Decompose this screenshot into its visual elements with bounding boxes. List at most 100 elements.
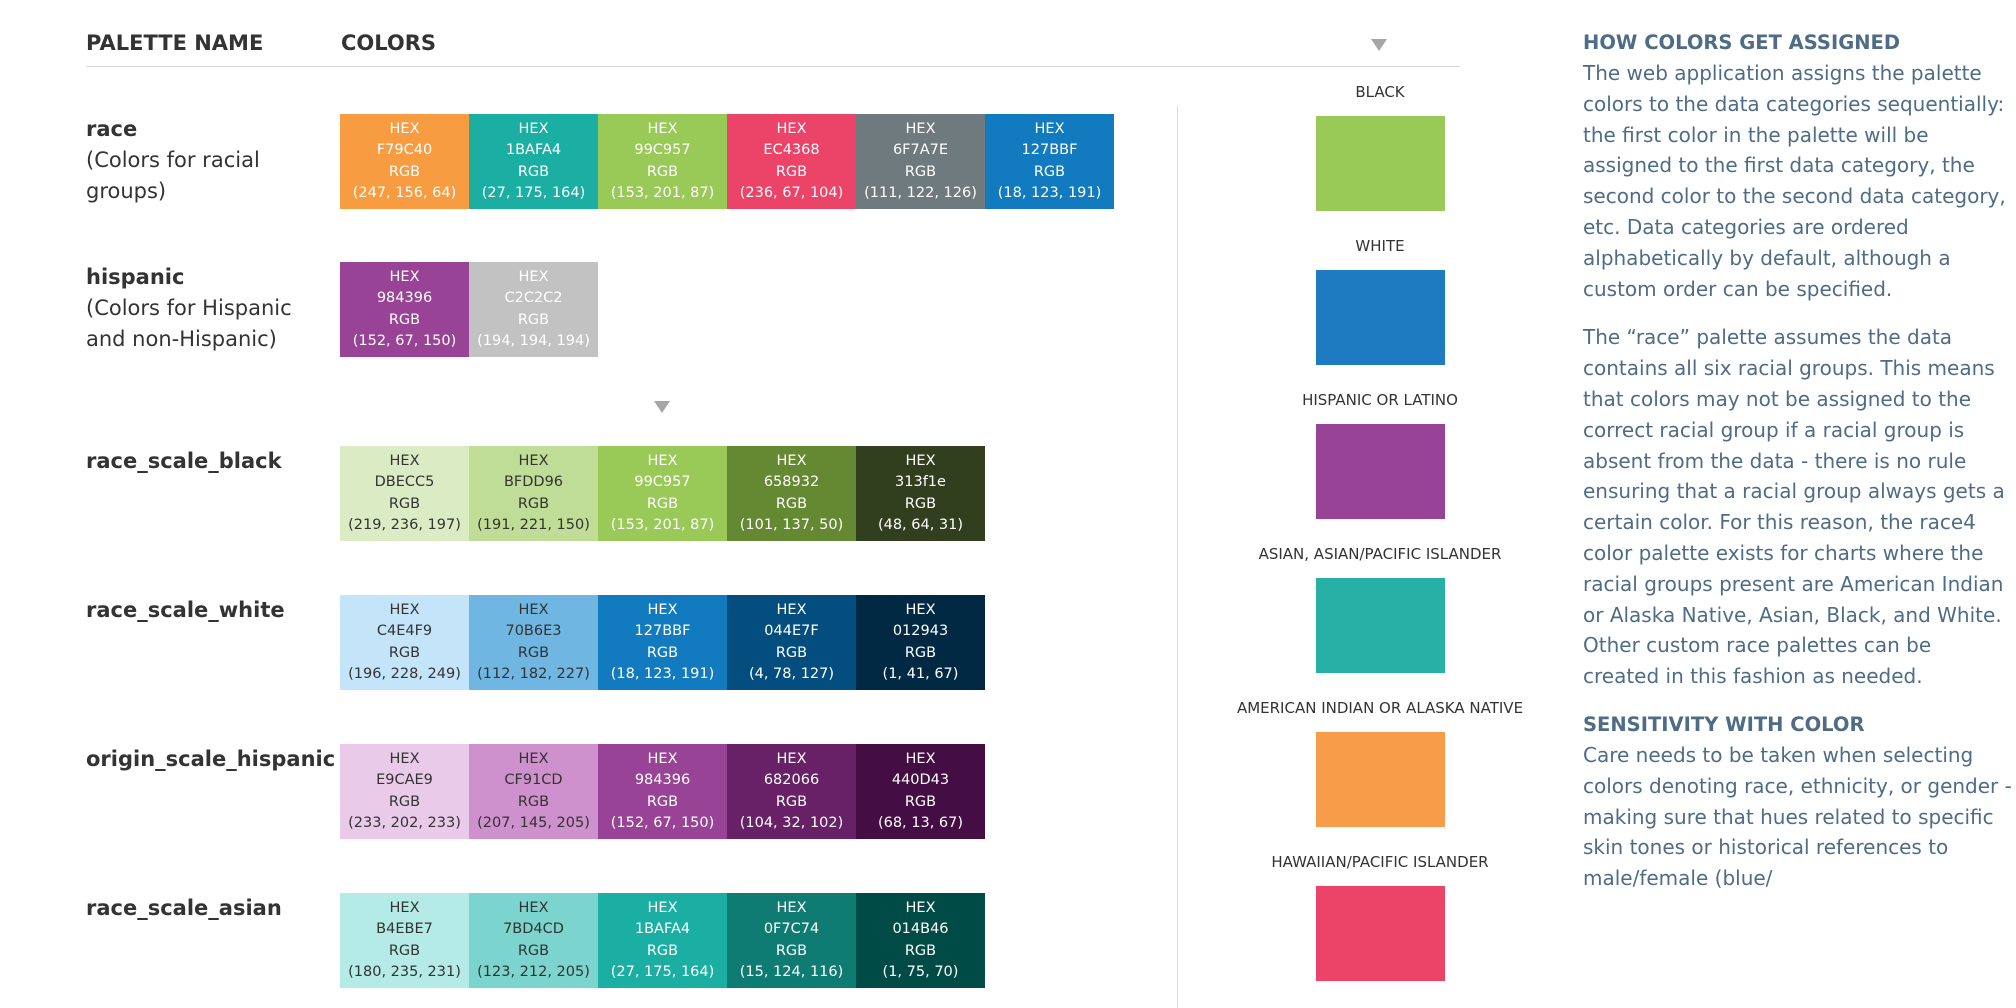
rgb-label: RGB (388, 644, 421, 661)
rgb-label: RGB (388, 793, 421, 810)
rgb-label: RGB (646, 495, 679, 512)
rgb-value: (153, 201, 87) (610, 517, 715, 533)
sidebar-heading-assignment: HOW COLORS GET ASSIGNED (1583, 31, 1901, 54)
hex-value: F79C40 (376, 142, 433, 158)
hex-label: HEX (776, 750, 807, 767)
legend-label: AMERICAN INDIAN OR ALASKA NATIVE (1236, 699, 1524, 717)
rgb-value: (191, 221, 150) (477, 517, 590, 533)
rgb-value: (68, 13, 67) (877, 815, 964, 831)
rgb-label: RGB (904, 644, 937, 661)
hex-value: 70B6E3 (505, 623, 562, 639)
palette-name: race_scale_white (86, 595, 326, 626)
color-swatch[interactable]: HEX 6F7A7E RGB (111, 122, 126) (856, 114, 985, 209)
rgb-value: (18, 123, 191) (997, 185, 1102, 201)
palette-title: origin_scale_hispanic (86, 747, 336, 771)
rgb-label: RGB (775, 644, 808, 661)
rgb-label: RGB (646, 793, 679, 810)
legend-label: BLACK (1355, 83, 1405, 101)
legend-item: WHITE (1230, 236, 1530, 365)
color-swatch[interactable]: HEX 440D43 RGB (68, 13, 67) (856, 744, 985, 839)
legend-color-box (1315, 116, 1445, 211)
hex-label: HEX (647, 120, 678, 137)
color-swatch[interactable]: HEX F79C40 RGB (247, 156, 64) (340, 114, 469, 209)
hex-label: HEX (518, 750, 549, 767)
rgb-value: (101, 137, 50) (739, 517, 844, 533)
color-swatch[interactable]: HEX 313f1e RGB (48, 64, 31) (856, 446, 985, 541)
swatch-strip: HEX F79C40 RGB (247, 156, 64) HEX 1BAFA4 RGB (2… (340, 114, 1114, 209)
hex-value: 99C957 (634, 142, 691, 158)
hex-value: 440D43 (891, 772, 950, 788)
palette-title: race_scale_black (86, 449, 282, 473)
hex-value: 012943 (892, 623, 949, 639)
swatch-strip: HEX 984396 RGB (152, 67, 150) HEX C2C2C2 RGB (1… (340, 262, 598, 357)
legend-item: HISPANIC OR LATINO (1230, 390, 1530, 519)
rgb-value: (233, 202, 233) (348, 815, 461, 831)
hex-label: HEX (647, 601, 678, 618)
swatch-strip: HEX C4E4F9 RGB (196, 228, 249) HEX 70B6E3 RGB (… (340, 595, 985, 690)
color-swatch[interactable]: HEX 70B6E3 RGB (112, 182, 227) (469, 595, 598, 690)
rgb-label: RGB (904, 495, 937, 512)
rgb-value: (180, 235, 231) (348, 964, 461, 980)
rgb-label: RGB (388, 942, 421, 959)
hex-value: EC4368 (763, 142, 820, 158)
rgb-value: (27, 175, 164) (481, 185, 586, 201)
color-swatch[interactable]: HEX 014B46 RGB (1, 75, 70) (856, 893, 985, 988)
rgb-value: (15, 124, 116) (739, 964, 844, 980)
dropdown-triangle-icon[interactable] (654, 401, 670, 413)
rgb-value: (111, 122, 126) (864, 185, 977, 201)
column-divider (1177, 106, 1178, 1008)
hex-value: BFDD96 (503, 474, 564, 490)
color-swatch[interactable]: HEX C4E4F9 RGB (196, 228, 249) (340, 595, 469, 690)
dropdown-triangle-icon[interactable] (1371, 39, 1387, 51)
palette-description: (Colors for racial groups) (86, 148, 260, 203)
color-swatch[interactable]: HEX 127BBF RGB (18, 123, 191) (598, 595, 727, 690)
rgb-label: RGB (646, 644, 679, 661)
color-swatch[interactable]: HEX BFDD96 RGB (191, 221, 150) (469, 446, 598, 541)
rgb-value: (18, 123, 191) (610, 666, 715, 682)
hex-value: 313f1e (895, 474, 946, 490)
color-swatch[interactable]: HEX DBECC5 RGB (219, 236, 197) (340, 446, 469, 541)
legend-color-box (1315, 886, 1445, 981)
color-swatch[interactable]: HEX 044E7F RGB (4, 78, 127) (727, 595, 856, 690)
hex-label: HEX (389, 120, 420, 137)
hex-label: HEX (905, 750, 936, 767)
color-swatch[interactable]: HEX 99C957 RGB (153, 201, 87) (598, 114, 727, 209)
palette-name: origin_scale_hispanic (86, 744, 336, 775)
hex-value: CF91CD (504, 772, 563, 788)
color-swatch[interactable]: HEX 658932 RGB (101, 137, 50) (727, 446, 856, 541)
color-swatch[interactable]: HEX 012943 RGB (1, 41, 67) (856, 595, 985, 690)
color-swatch[interactable]: HEX EC4368 RGB (236, 67, 104) (727, 114, 856, 209)
color-swatch[interactable]: HEX 1BAFA4 RGB (27, 175, 164) (598, 893, 727, 988)
color-swatch[interactable]: HEX 984396 RGB (152, 67, 150) (340, 262, 469, 357)
color-swatch[interactable]: HEX 1BAFA4 RGB (27, 175, 164) (469, 114, 598, 209)
rgb-value: (1, 41, 67) (882, 666, 959, 682)
hex-value: 7BD4CD (503, 921, 564, 937)
rgb-value: (194, 194, 194) (477, 333, 590, 349)
color-swatch[interactable]: HEX 99C957 RGB (153, 201, 87) (598, 446, 727, 541)
color-swatch[interactable]: HEX CF91CD RGB (207, 145, 205) (469, 744, 598, 839)
rgb-value: (112, 182, 227) (477, 666, 590, 682)
hex-label: HEX (1034, 120, 1065, 137)
color-swatch[interactable]: HEX 984396 RGB (152, 67, 150) (598, 744, 727, 839)
color-swatch[interactable]: HEX B4EBE7 RGB (180, 235, 231) (340, 893, 469, 988)
hex-label: HEX (905, 601, 936, 618)
hex-label: HEX (389, 268, 420, 285)
hex-value: C4E4F9 (376, 623, 433, 639)
rgb-value: (153, 201, 87) (610, 185, 715, 201)
hex-label: HEX (518, 601, 549, 618)
color-swatch[interactable]: HEX C2C2C2 RGB (194, 194, 194) (469, 262, 598, 357)
swatch-strip: HEX E9CAE9 RGB (233, 202, 233) HEX CF91CD RGB (… (340, 744, 985, 839)
rgb-label: RGB (775, 163, 808, 180)
color-swatch[interactable]: HEX 0F7C74 RGB (15, 124, 116) (727, 893, 856, 988)
color-swatch[interactable]: HEX E9CAE9 RGB (233, 202, 233) (340, 744, 469, 839)
color-swatch[interactable]: HEX 127BBF RGB (18, 123, 191) (985, 114, 1114, 209)
color-swatch[interactable]: HEX 682066 RGB (104, 32, 102) (727, 744, 856, 839)
sidebar-paragraph: The “race” palette assumes the data cont… (1583, 325, 2005, 689)
color-swatch[interactable]: HEX 7BD4CD RGB (123, 212, 205) (469, 893, 598, 988)
hex-label: HEX (518, 268, 549, 285)
rgb-label: RGB (904, 942, 937, 959)
sidebar-paragraph: Care needs to be taken when selecting co… (1583, 742, 2012, 891)
rgb-label: RGB (388, 311, 421, 328)
hex-value: 658932 (763, 474, 820, 490)
colors-header: COLORS (341, 31, 437, 55)
